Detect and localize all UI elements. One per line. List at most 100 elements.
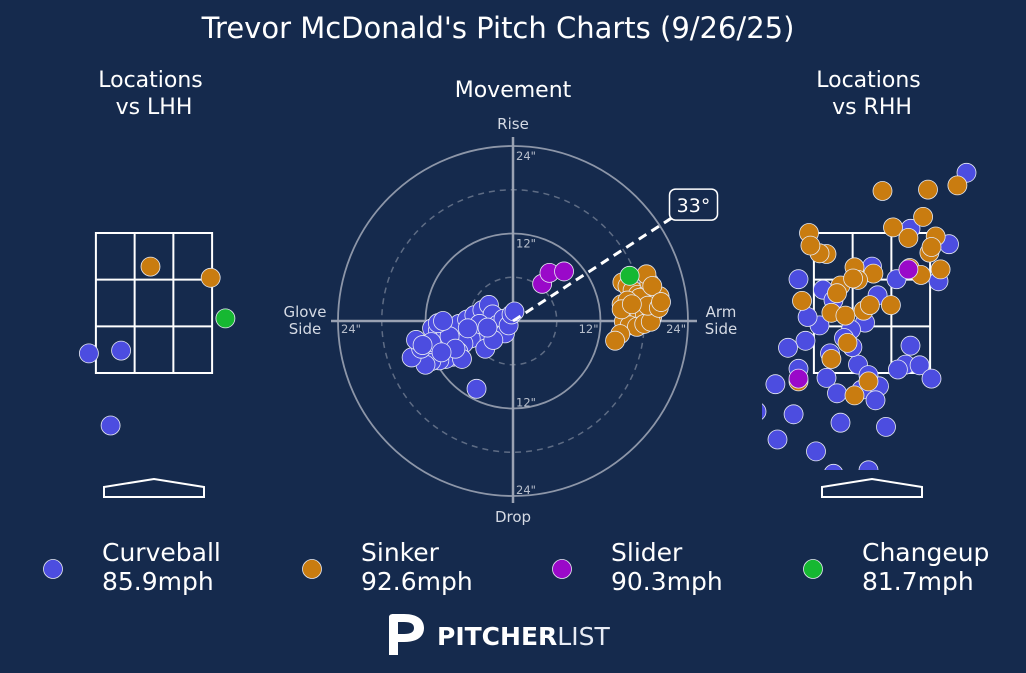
lhh-curveball-point-0: [100, 415, 121, 436]
rhh-curveball-point-28: [824, 463, 843, 470]
rhh-sinker-point-32: [921, 237, 942, 257]
movement-label-glove-side: Glove Side: [283, 303, 326, 338]
movement-ring-label-6: 12": [516, 396, 536, 410]
rhh-curveball-point-25: [876, 416, 896, 437]
rhh-curveball-point-18: [827, 383, 847, 404]
rhh-curveball-point-29: [858, 460, 879, 470]
movement-curveball-point-37: [477, 317, 498, 338]
home-plate-rhh: [821, 477, 923, 498]
lhh-points: [79, 256, 236, 436]
rhh-sinker-point-28: [898, 227, 919, 248]
movement-changeup-point-0: [619, 265, 640, 286]
movement-curveball-point-42: [433, 311, 453, 331]
rhh-points: [733, 162, 977, 470]
legend-marker-sinker: [302, 559, 322, 579]
movement-ring-label-1: 12": [516, 237, 536, 251]
legend-marker-slider: [552, 559, 572, 579]
movement-sinker-point-28: [651, 292, 671, 312]
rhh-slider-point-1: [733, 408, 752, 427]
legend-pitch-changeup: Changeup: [862, 538, 989, 567]
rhh-curveball-point-37: [783, 404, 804, 425]
rhh-curveball-point-35: [762, 403, 767, 420]
page-title: Trevor McDonald's Pitch Charts (9/26/25): [201, 11, 795, 45]
rhh-sinker-point-14: [835, 305, 856, 326]
movement-curveball-point-40: [431, 342, 452, 363]
strike-zone-lhh: [94, 232, 214, 374]
lhh-curveball-point-2: [111, 340, 131, 361]
legend-pitch-slider: Slider: [611, 538, 683, 567]
home-plate-lhh: [103, 477, 205, 498]
lhh-sinker-point-0: [140, 256, 161, 277]
movement-label-arm-side-line-1: Side: [705, 320, 737, 338]
movement-ring-label-7: 24": [516, 483, 536, 497]
rhh-sinker-point-20: [821, 349, 842, 369]
rhh-sinker-point-23: [844, 385, 865, 406]
movement-label-rise-line-0: Rise: [497, 115, 529, 133]
rhh-curveball-point-36: [767, 429, 788, 450]
movement-label-glove-side-line-1: Side: [289, 320, 321, 338]
legend-speed-curveball: 85.9mph: [102, 567, 214, 596]
legend-marker-curveball: [43, 559, 63, 579]
pitcherlist-wordmark: PITCHERLIST: [437, 622, 610, 651]
movement-label-glove-side-line-0: Glove: [283, 303, 326, 321]
movement-curveball-point-43: [412, 335, 433, 355]
rhh-sinker-point-26: [860, 295, 880, 316]
rhh-curveball-point-1: [788, 269, 809, 290]
legend-pitch-curveball: Curveball: [102, 538, 221, 567]
rhh-title: Locations vs RHH: [816, 68, 928, 120]
arm-angle-indicator: 33°: [512, 188, 719, 323]
rhh-sinker-point-30: [800, 235, 821, 256]
rhh-curveball-point-26: [830, 412, 851, 433]
rhh-curveball-point-16: [816, 367, 837, 388]
panel-movement: Movement 24"12"12"24"12"24"12"24" RiseDr…: [283, 78, 737, 526]
movement-slider-point-2: [554, 261, 574, 282]
arm-angle-label: 33°: [677, 195, 711, 217]
rhh-curveball-point-23: [900, 335, 921, 356]
rhh-sinker-point-25: [881, 295, 901, 316]
movement-ring-label-5: 24": [666, 322, 686, 336]
lhh-changeup-point-0: [215, 308, 236, 329]
rhh-curveball-point-38: [921, 368, 942, 389]
movement-ring-label-0: 24": [516, 149, 536, 163]
arm-angle-line: [512, 216, 673, 323]
rhh-title-line-1: Locations: [816, 68, 921, 93]
movement-label-arm-side: Arm Side: [705, 303, 737, 338]
lhh-title: Locations vs LHH: [98, 68, 210, 120]
rhh-sinker-point-2: [883, 217, 903, 238]
logo-word-bold: PITCHER: [437, 622, 557, 651]
rhh-curveball-point-14: [778, 337, 798, 358]
rhh-sinker-point-1: [947, 175, 968, 196]
rhh-sinker-point-6: [930, 259, 951, 280]
rhh-sinker-point-12: [792, 290, 812, 311]
legend-speed-sinker: 92.6mph: [361, 567, 473, 596]
rhh-sinker-point-18: [827, 283, 847, 304]
rhh-sinker-point-19: [837, 332, 858, 353]
panel-locations-rhh: Locations vs RHH: [733, 68, 977, 498]
panel-locations-lhh: Locations vs LHH: [79, 68, 236, 498]
rhh-curveball-point-27: [806, 441, 826, 462]
movement-curveball-point-15: [504, 301, 525, 322]
movement-sinker-point-19: [605, 330, 625, 351]
lhh-curveball-point-1: [79, 343, 99, 364]
lhh-zone-outline: [94, 232, 214, 374]
movement-title: Movement: [455, 78, 572, 103]
rhh-curveball-point-24: [865, 390, 886, 411]
lhh-title-line-1: Locations: [98, 68, 203, 93]
rhh-curveball-point-34: [909, 355, 930, 376]
movement-points: [401, 261, 671, 399]
arm-angle-box: [668, 188, 719, 221]
pitcherlist-logo-mark: [389, 614, 424, 655]
rhh-sinker-point-29: [843, 268, 863, 289]
movement-ring-label-3: 24": [341, 322, 361, 336]
rhh-sinker-point-0: [872, 181, 893, 201]
lhh-sinker-point-1: [200, 267, 221, 288]
movement-label-rise: Rise: [497, 115, 529, 133]
movement-label-arm-side-line-0: Arm: [706, 303, 737, 321]
rhh-slider-point-3: [898, 259, 919, 280]
movement-label-drop-line-0: Drop: [495, 508, 531, 526]
legend-marker-changeup: [803, 559, 823, 579]
